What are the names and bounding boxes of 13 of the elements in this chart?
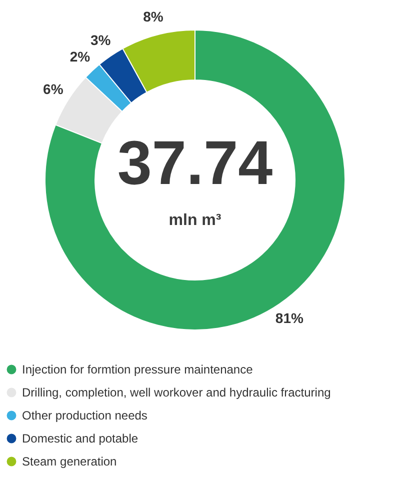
data-label: 6%: [43, 80, 64, 97]
data-label: 3%: [90, 32, 112, 48]
data-label: 8%: [143, 8, 164, 24]
text: mln m³: [168, 212, 222, 229]
legend-label: Injection for formtion pressure maintenance: [22, 362, 254, 376]
legend-label: Steam generation: [22, 454, 117, 468]
data-label: 2%: [70, 48, 91, 65]
text: 37.74: [117, 129, 274, 198]
legend-label: Other production needs: [22, 408, 148, 422]
donut-slice: [44, 30, 346, 330]
legend-label: Drilling, completion, well workover and hydraulic fracturing: [22, 386, 331, 400]
data-label: 81%: [275, 310, 304, 326]
legend-label: Domestic and potable: [22, 432, 138, 446]
